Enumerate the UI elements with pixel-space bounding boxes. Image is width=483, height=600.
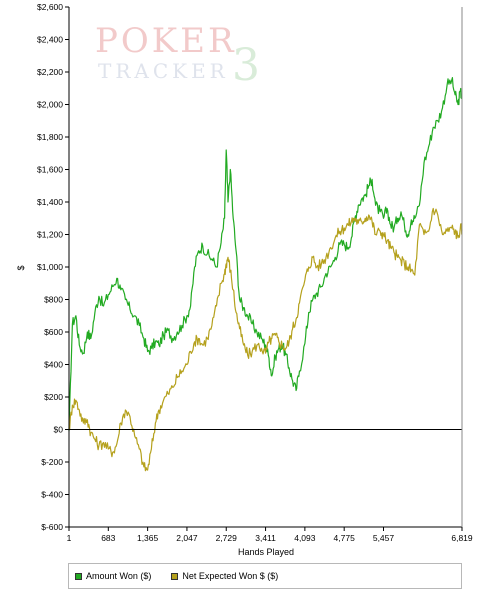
y-tick-label: $2,200 bbox=[37, 67, 63, 77]
series-line-net-expected-won bbox=[68, 207, 463, 472]
y-axis-ticks: $-600 $-400 $-200 $0 $200 $400 $600 $800 $1,000 $… bbox=[37, 2, 69, 532]
x-tick-label: 2,047 bbox=[176, 533, 198, 543]
y-tick-label: $-400 bbox=[41, 490, 63, 500]
watermark-line2: TRACKER bbox=[98, 59, 229, 83]
legend-swatch-amount-won bbox=[75, 572, 82, 580]
x-axis-title: Hands Played bbox=[238, 547, 294, 557]
x-tick-label: 2,729 bbox=[216, 533, 238, 543]
legend-label-amount-won: Amount Won ($) bbox=[86, 571, 152, 581]
y-tick-label: $200 bbox=[44, 392, 63, 402]
y-tick-label: $2,600 bbox=[37, 2, 63, 12]
x-tick-label: 1,365 bbox=[137, 533, 159, 543]
x-axis-ticks: 1 683 1,365 2,047 2,729 3,411 4,093 4,775 5,457 6… bbox=[67, 527, 473, 543]
x-tick-label: 683 bbox=[101, 533, 115, 543]
y-tick-label: $1,600 bbox=[37, 165, 63, 175]
y-tick-label: $-600 bbox=[41, 522, 63, 532]
series-layer bbox=[68, 76, 463, 472]
y-tick-label: $600 bbox=[44, 327, 63, 337]
y-tick-label: $800 bbox=[44, 295, 63, 305]
y-tick-label: $1,200 bbox=[37, 230, 63, 240]
poker-tracker-watermark: POKER TRACKER 3 bbox=[95, 21, 260, 91]
y-tick-label: $2,400 bbox=[37, 35, 63, 45]
y-tick-label: $-200 bbox=[41, 457, 63, 467]
legend-swatch-net-expected bbox=[171, 572, 179, 580]
watermark-line1: POKER bbox=[95, 21, 237, 61]
series-line-amount-won bbox=[68, 76, 463, 432]
x-tick-label: 5,457 bbox=[373, 533, 395, 543]
y-axis-title: $ bbox=[16, 265, 26, 270]
x-tick-label: 4,775 bbox=[334, 533, 356, 543]
x-tick-label: 6,819 bbox=[451, 533, 473, 543]
y-tick-label: $1,800 bbox=[37, 132, 63, 142]
y-tick-label: $2,000 bbox=[37, 100, 63, 110]
axes bbox=[68, 7, 463, 528]
x-tick-label: 3,411 bbox=[255, 533, 276, 543]
x-tick-label: 4,093 bbox=[294, 533, 316, 543]
legend-item-amount-won[interactable]: Amount Won ($) bbox=[75, 571, 151, 581]
y-tick-label: $0 bbox=[54, 425, 64, 435]
x-tick-label: 1 bbox=[67, 533, 72, 543]
y-tick-label: $1,400 bbox=[37, 197, 63, 207]
legend-label-net-expected: Net Expected Won $ ($) bbox=[182, 571, 279, 581]
legend-item-net-expected[interactable]: Net Expected Won $ ($) bbox=[171, 571, 278, 581]
y-tick-label: $400 bbox=[44, 360, 63, 370]
legend: Amount Won ($) Net Expected Won $ ($) bbox=[68, 563, 462, 589]
watermark-mark: 3 bbox=[232, 40, 260, 91]
y-tick-label: $1,000 bbox=[37, 262, 63, 272]
